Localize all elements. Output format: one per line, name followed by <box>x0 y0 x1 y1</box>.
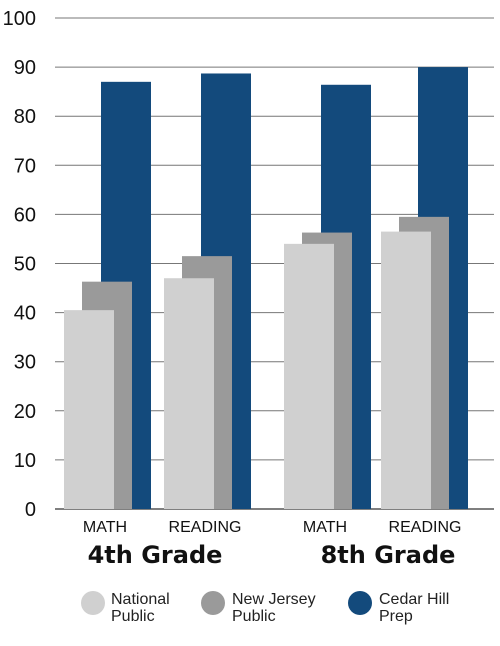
y-axis-ticks: 0 10 20 30 40 50 60 70 80 90 100 <box>3 8 36 521</box>
group-label: 8th Grade <box>321 541 456 569</box>
y-tick-label: 30 <box>14 352 36 374</box>
x-category-label: MATH <box>83 519 127 536</box>
national-public-bar <box>164 278 214 509</box>
y-tick-label: 100 <box>3 8 36 30</box>
x-axis-labels: MATH READING MATH READING <box>83 519 462 536</box>
x-category-label: READING <box>389 519 462 536</box>
y-tick-label: 70 <box>14 155 36 177</box>
y-tick-label: 80 <box>14 106 36 128</box>
legend-swatch <box>201 591 225 615</box>
bars <box>64 67 468 510</box>
y-tick-label: 10 <box>14 450 36 472</box>
x-category-label: MATH <box>303 519 347 536</box>
national-public-bar <box>284 243 334 510</box>
y-tick-label: 0 <box>25 499 36 521</box>
y-tick-label: 90 <box>14 57 36 79</box>
x-category-label: READING <box>169 519 242 536</box>
y-tick-label: 40 <box>14 303 36 325</box>
group-labels: 4th Grade 8th Grade <box>88 541 456 569</box>
legend-label: National <box>111 591 170 608</box>
y-tick-label: 20 <box>14 401 36 423</box>
legend-swatch <box>348 591 372 615</box>
national-public-bar <box>64 310 114 509</box>
legend-label: Public <box>111 608 155 625</box>
group-label: 4th Grade <box>88 541 223 569</box>
legend-label: Prep <box>379 608 413 625</box>
legend-label: Public <box>232 608 276 625</box>
y-tick-label: 50 <box>14 254 36 276</box>
legend-label: Cedar Hill <box>379 591 449 608</box>
y-tick-label: 60 <box>14 204 36 226</box>
national-public-bar <box>381 231 431 509</box>
legend-label: New Jersey <box>232 591 316 608</box>
legend-swatch <box>81 591 105 615</box>
